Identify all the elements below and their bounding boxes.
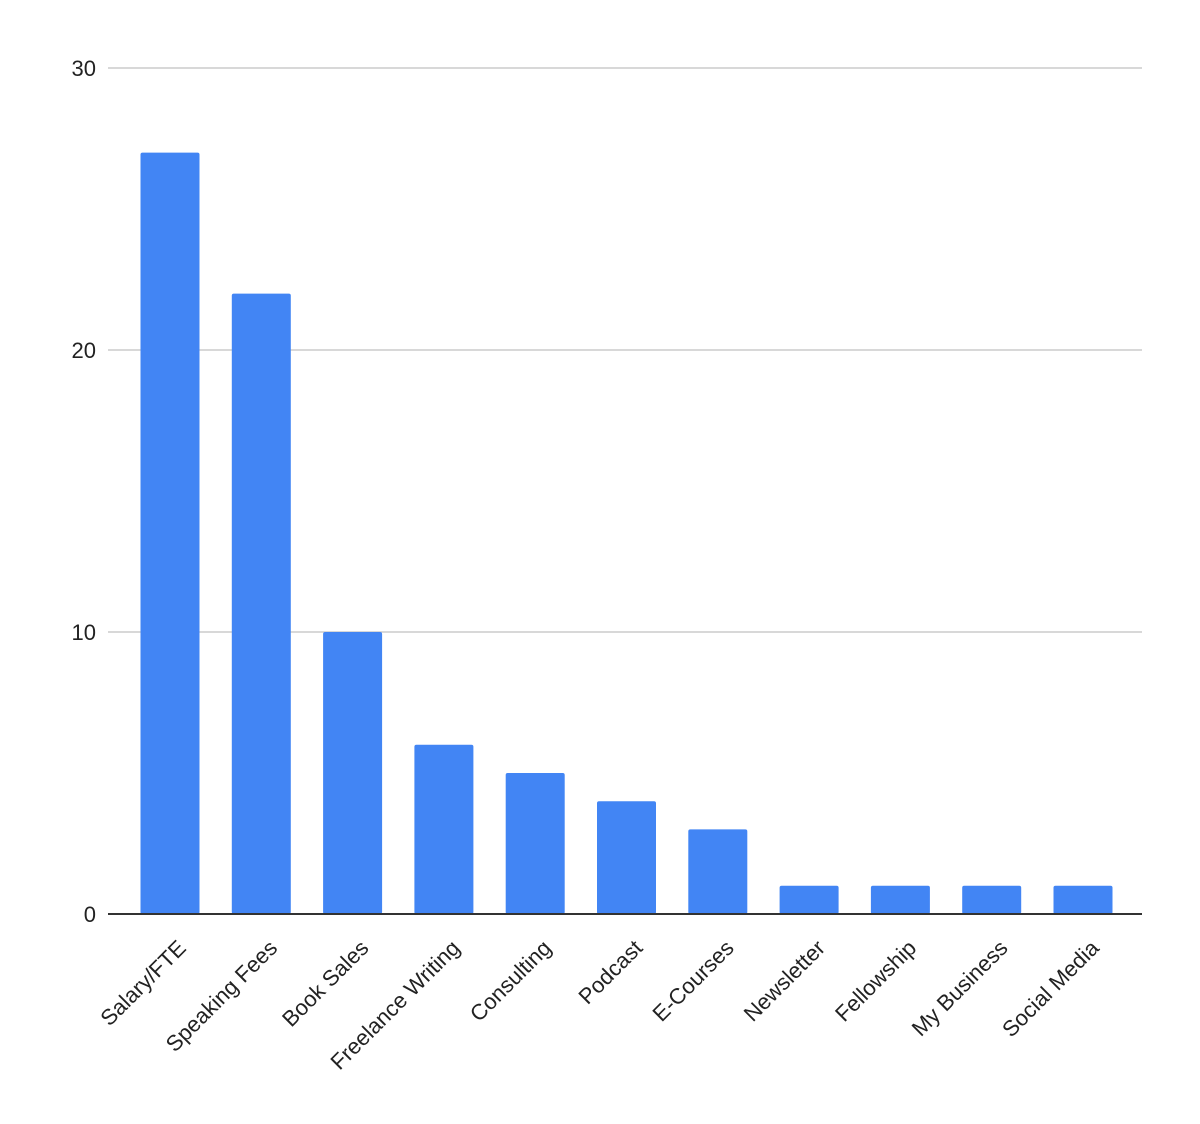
y-tick-label: 0 [84, 902, 96, 927]
bar-salary-fte [140, 152, 200, 915]
y-axis-tick-labels: 0 10 20 30 [72, 56, 96, 927]
y-tick-label: 20 [72, 338, 96, 363]
x-tick-label: Salary/FTE [95, 935, 190, 1030]
x-tick-label: Newsletter [739, 935, 830, 1026]
x-tick-label: Book Sales [277, 935, 373, 1031]
x-tick-label: E-Courses [647, 935, 738, 1026]
x-tick-label: Social Media [997, 935, 1104, 1042]
x-tick-label: Podcast [573, 935, 647, 1009]
y-tick-label: 30 [72, 56, 96, 81]
bar-consulting [505, 773, 565, 914]
bar-fellowship [870, 885, 930, 914]
bar-e-courses [688, 829, 748, 914]
bar-newsletter [779, 885, 839, 914]
bar-book-sales [323, 632, 383, 914]
x-tick-label: Fellowship [830, 935, 921, 1026]
y-tick-label: 10 [72, 620, 96, 645]
bar-podcast [597, 801, 656, 914]
bar-my-business [962, 885, 1022, 914]
bars [140, 152, 1113, 915]
x-tick-label: Consulting [465, 935, 556, 1026]
bar-freelance-writing [414, 744, 474, 914]
bar-speaking-fees [231, 293, 291, 915]
bar-social-media [1053, 885, 1113, 914]
